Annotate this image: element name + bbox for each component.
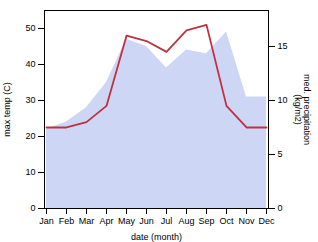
svg-text:max temp (C): max temp (C) (2, 82, 12, 137)
svg-text:0: 0 (278, 203, 283, 213)
svg-text:5: 5 (278, 149, 283, 159)
svg-text:Jun: Jun (139, 216, 154, 226)
svg-text:15: 15 (278, 41, 288, 51)
svg-text:Sep: Sep (198, 216, 214, 226)
svg-text:Nov: Nov (238, 216, 255, 226)
svg-text:Jul: Jul (161, 216, 173, 226)
svg-text:Jan: Jan (39, 216, 54, 226)
svg-text:10: 10 (25, 167, 35, 177)
svg-text:Feb: Feb (59, 216, 75, 226)
svg-text:Aug: Aug (178, 216, 194, 226)
svg-text:10: 10 (278, 95, 288, 105)
svg-text:May: May (118, 216, 136, 226)
svg-text:50: 50 (25, 23, 35, 33)
svg-text:40: 40 (25, 59, 35, 69)
svg-text:Oct: Oct (219, 216, 234, 226)
svg-text:Apr: Apr (99, 216, 113, 226)
svg-text:Mar: Mar (79, 216, 95, 226)
svg-text:date (month): date (month) (131, 232, 182, 242)
svg-text:Dec: Dec (258, 216, 275, 226)
svg-text:30: 30 (25, 95, 35, 105)
svg-text:0: 0 (30, 203, 35, 213)
svg-text:20: 20 (25, 131, 35, 141)
svg-text:med. precipitation(kg/m2): med. precipitation(kg/m2) (293, 74, 312, 145)
